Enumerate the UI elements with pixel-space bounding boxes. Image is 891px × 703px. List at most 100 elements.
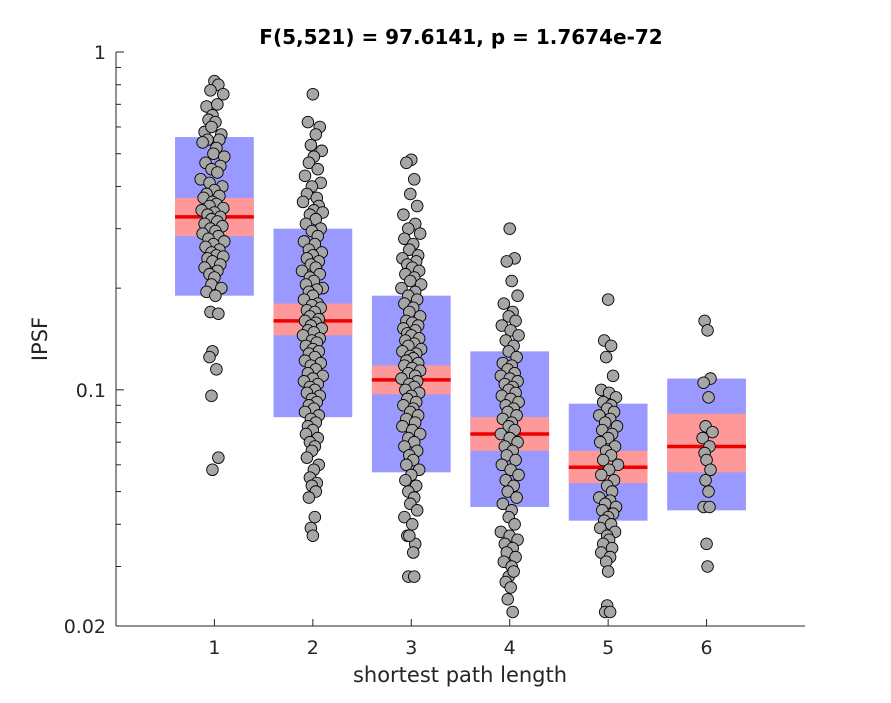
data-point: [309, 128, 323, 141]
data-point: [504, 581, 517, 594]
data-point: [601, 293, 615, 306]
group-3: [371, 153, 451, 583]
x-axis-label: shortest path length: [353, 663, 567, 687]
data-point: [603, 605, 617, 619]
data-point: [306, 529, 320, 542]
y-axis-label: IPSF: [28, 317, 52, 361]
y-tick-label: 0.02: [64, 616, 106, 638]
x-tick-label: 4: [504, 637, 516, 659]
data-point: [697, 376, 710, 389]
data-point: [596, 453, 610, 467]
data-point: [298, 169, 312, 183]
data-point: [300, 451, 314, 464]
data-point: [507, 565, 520, 578]
data-point: [413, 227, 427, 240]
data-point: [403, 529, 416, 542]
data-point: [205, 389, 218, 403]
y-tick-label: 0.1: [76, 380, 106, 402]
data-point: [398, 510, 411, 524]
data-point: [302, 156, 316, 170]
data-point: [211, 166, 224, 179]
data-point: [403, 243, 416, 256]
group-5: [568, 293, 648, 619]
data-point: [400, 156, 413, 170]
chart-title: F(5,521) = 97.6141, p = 1.7674e-72: [259, 25, 662, 49]
data-point: [400, 458, 413, 472]
data-point: [399, 474, 412, 487]
data-point: [510, 491, 523, 504]
data-point: [606, 369, 620, 383]
data-point: [700, 537, 713, 551]
data-point: [701, 324, 714, 337]
x-tick-label: 6: [701, 637, 713, 659]
data-point: [594, 435, 607, 449]
data-point: [302, 491, 316, 504]
axes: [115, 51, 805, 627]
data-point: [404, 187, 417, 201]
data-point: [210, 363, 223, 376]
data-point: [211, 98, 224, 111]
group-2: [273, 87, 353, 542]
data-point: [503, 222, 516, 235]
data-point: [696, 431, 709, 445]
data-point: [207, 147, 220, 160]
data-point: [212, 451, 225, 464]
data-point: [410, 504, 424, 517]
data-point: [406, 518, 419, 531]
data-point: [703, 500, 716, 514]
data-point: [508, 518, 521, 531]
group-6: [667, 314, 746, 573]
data-point: [604, 339, 618, 353]
data-point: [296, 195, 310, 209]
data-point: [512, 329, 525, 342]
x-tick-label: 5: [602, 637, 614, 659]
data-point: [217, 87, 230, 101]
data-point: [407, 173, 421, 186]
data-point: [511, 289, 524, 302]
x-tick-label: 1: [208, 637, 220, 659]
data-point: [500, 255, 514, 268]
data-point: [505, 274, 518, 288]
data-point: [497, 297, 511, 310]
data-point: [407, 570, 421, 583]
data-point: [501, 592, 514, 606]
x-tick-label: 2: [307, 637, 319, 659]
data-point: [212, 307, 225, 320]
data-point: [706, 425, 719, 439]
data-point: [509, 453, 522, 467]
data-point: [397, 208, 410, 221]
data-point: [501, 485, 514, 498]
data-point: [702, 485, 715, 498]
data-point: [311, 162, 325, 176]
data-point: [704, 463, 717, 477]
data-point: [209, 289, 222, 302]
data-point: [496, 497, 510, 511]
data-point: [308, 510, 322, 524]
data-point: [701, 560, 714, 573]
data-point: [699, 474, 712, 487]
y-tick-label: 1: [94, 42, 106, 64]
data-point: [196, 136, 209, 149]
data-point: [702, 391, 715, 404]
data-point: [306, 87, 320, 101]
data-point: [204, 84, 217, 97]
group-1: [175, 74, 254, 477]
data-point: [304, 138, 318, 152]
data-point: [506, 605, 519, 619]
data-point: [595, 468, 608, 482]
data-point: [301, 115, 315, 129]
data-point: [407, 546, 420, 559]
tick-labels: 0.02 0.1 1 1 2 3 4 5 6: [64, 42, 713, 659]
data-point: [594, 521, 607, 535]
plot-area: [175, 74, 746, 619]
data-point: [410, 199, 424, 213]
data-point: [512, 468, 525, 482]
data-point: [206, 463, 219, 477]
data-point: [203, 350, 216, 364]
data-point: [601, 565, 615, 578]
group-4: [470, 222, 550, 619]
data-point: [599, 350, 613, 364]
x-tick-label: 3: [405, 637, 417, 659]
data-point: [205, 120, 218, 134]
